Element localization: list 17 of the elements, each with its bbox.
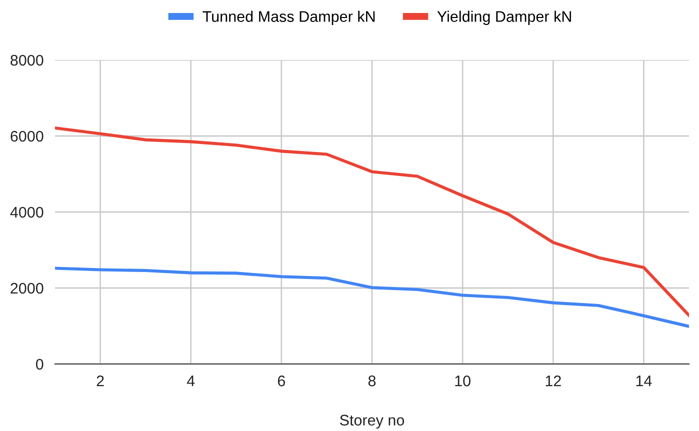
y-tick-label: 8000: [10, 54, 44, 66]
y-tick-label: 4000: [10, 206, 44, 218]
y-tick-label: 2000: [10, 282, 44, 294]
legend-label: Tunned Mass Damper kN: [202, 10, 375, 25]
x-tick-label: 12: [546, 376, 561, 386]
line-series: [55, 126, 689, 317]
line-series: [55, 266, 689, 328]
x-tick-label: 8: [368, 376, 376, 386]
x-axis-title: Storey no: [340, 414, 404, 429]
y-tick-label: 6000: [10, 130, 44, 142]
x-tick-label: 6: [278, 376, 286, 386]
x-tick-label: 14: [636, 376, 652, 386]
legend-label: Yielding Damper kN: [437, 10, 571, 25]
y-tick-label: 0: [36, 358, 44, 370]
x-tick-label: 10: [455, 376, 470, 386]
x-tick-label: 2: [96, 376, 104, 386]
x-tick-label: 4: [186, 376, 195, 386]
